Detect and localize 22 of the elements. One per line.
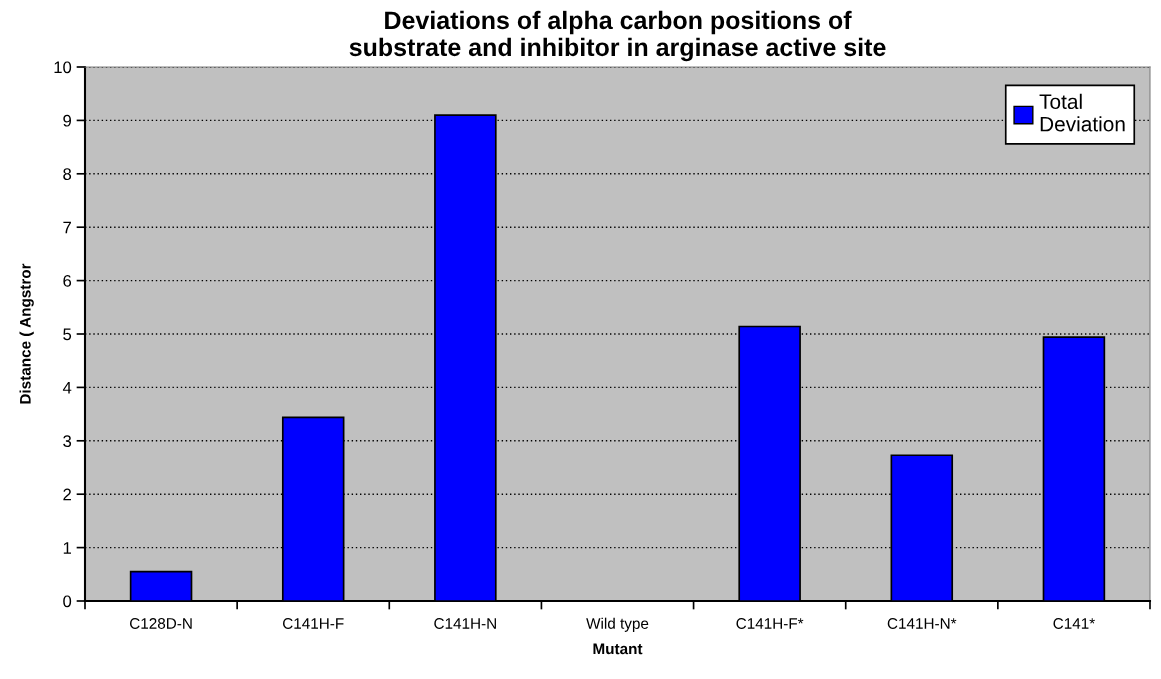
y-tick-label: 8 bbox=[63, 168, 72, 180]
x-tick-label: Wild type bbox=[586, 617, 649, 632]
x-tick-label: C141H-F bbox=[283, 618, 344, 629]
y-tick-label: 4 bbox=[62, 381, 72, 394]
legend-label: Total Deviation bbox=[1039, 93, 1125, 132]
x-tick-label: C141* bbox=[1053, 618, 1095, 629]
x-tick-label: C141H-N bbox=[434, 618, 496, 629]
x-tick-label: C141H-N* bbox=[887, 618, 957, 629]
x-axis-title: Mutant bbox=[593, 643, 643, 655]
y-axis-title: Distance ( Angstror bbox=[19, 263, 34, 404]
y-tick-label: 1 bbox=[63, 542, 71, 554]
chart-title: Deviations of alpha carbon positions of substrate and inhibitor in arginase active site bbox=[349, 10, 886, 62]
y-tick-label: 0 bbox=[63, 595, 72, 608]
y-tick-label: 10 bbox=[54, 61, 72, 74]
x-tick-label: C141H-F* bbox=[736, 618, 804, 629]
y-tick-label: 2 bbox=[63, 488, 71, 501]
y-tick-label: 6 bbox=[63, 275, 72, 287]
x-tick-label: C128D-N bbox=[130, 618, 192, 629]
y-tick-label: 3 bbox=[63, 435, 72, 447]
y-tick-label: 7 bbox=[63, 221, 71, 234]
y-tick-label: 9 bbox=[63, 114, 72, 127]
y-tick-label: 5 bbox=[63, 328, 72, 341]
